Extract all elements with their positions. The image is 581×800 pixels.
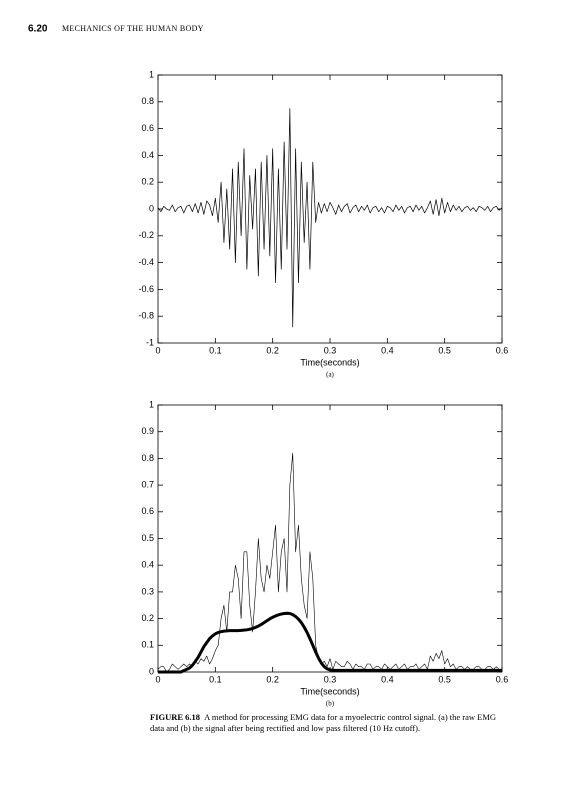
y-tick-label: -1 <box>146 337 154 347</box>
y-tick-label: 0.2 <box>141 613 154 623</box>
x-axis-label: Time(seconds) <box>300 357 359 367</box>
y-tick-label: -0.8 <box>138 311 154 321</box>
y-tick-label: -0.2 <box>138 230 154 240</box>
y-tick-label: 1 <box>149 69 154 79</box>
x-tick-label: 0 <box>155 674 160 684</box>
axes-box <box>157 74 503 344</box>
signal-line <box>157 108 503 328</box>
caption-label: FIGURE 6.18 <box>150 712 201 722</box>
page-number: 6.20 <box>28 24 48 35</box>
axes-box <box>157 404 503 673</box>
y-tick-label: -0.4 <box>138 257 154 267</box>
y-tick-label: -0.6 <box>138 284 154 294</box>
x-tick-label: 0.5 <box>438 674 451 684</box>
y-tick-label: 0.6 <box>141 506 154 516</box>
y-tick-label: 0.8 <box>141 453 154 463</box>
running-title: MECHANICS OF THE HUMAN BODY <box>62 24 204 33</box>
x-tick-label: 0.4 <box>381 345 394 355</box>
y-tick-label: 0.4 <box>141 560 154 570</box>
y-tick-label: 1 <box>149 399 154 409</box>
y-tick-label: 0.1 <box>141 640 154 650</box>
x-tick-label: 0.1 <box>209 345 222 355</box>
x-axis-label: Time(seconds) <box>300 686 359 696</box>
caption-text: A method for processing EMG data for a m… <box>150 712 497 733</box>
x-tick-label: 0.6 <box>496 345 509 355</box>
panel-label: (a) <box>326 371 334 379</box>
x-tick-label: 0.5 <box>438 345 451 355</box>
y-tick-label: 0 <box>149 203 154 213</box>
x-tick-label: 0.4 <box>381 674 394 684</box>
y-tick-label: 0.5 <box>141 533 154 543</box>
x-tick-label: 0.3 <box>324 674 337 684</box>
y-tick-label: 0.2 <box>141 177 154 187</box>
y-tick-label: 0 <box>149 666 154 676</box>
y-tick-label: 0.9 <box>141 426 154 436</box>
y-tick-label: 0.8 <box>141 96 154 106</box>
y-tick-label: 0.4 <box>141 150 154 160</box>
y-tick-label: 0.7 <box>141 479 154 489</box>
y-tick-label: 0.3 <box>141 586 154 596</box>
x-tick-label: 0.1 <box>209 674 222 684</box>
y-tick-label: 0.6 <box>141 123 154 133</box>
signal-line <box>157 452 502 673</box>
panel-label: (b) <box>326 700 335 708</box>
x-tick-label: 0.6 <box>496 674 509 684</box>
x-tick-label: 0 <box>155 345 160 355</box>
x-tick-label: 0.2 <box>266 674 279 684</box>
x-tick-label: 0.2 <box>266 345 279 355</box>
caption: FIGURE 6.18 A method for processing EMG d… <box>150 712 510 734</box>
x-tick-label: 0.3 <box>324 345 337 355</box>
